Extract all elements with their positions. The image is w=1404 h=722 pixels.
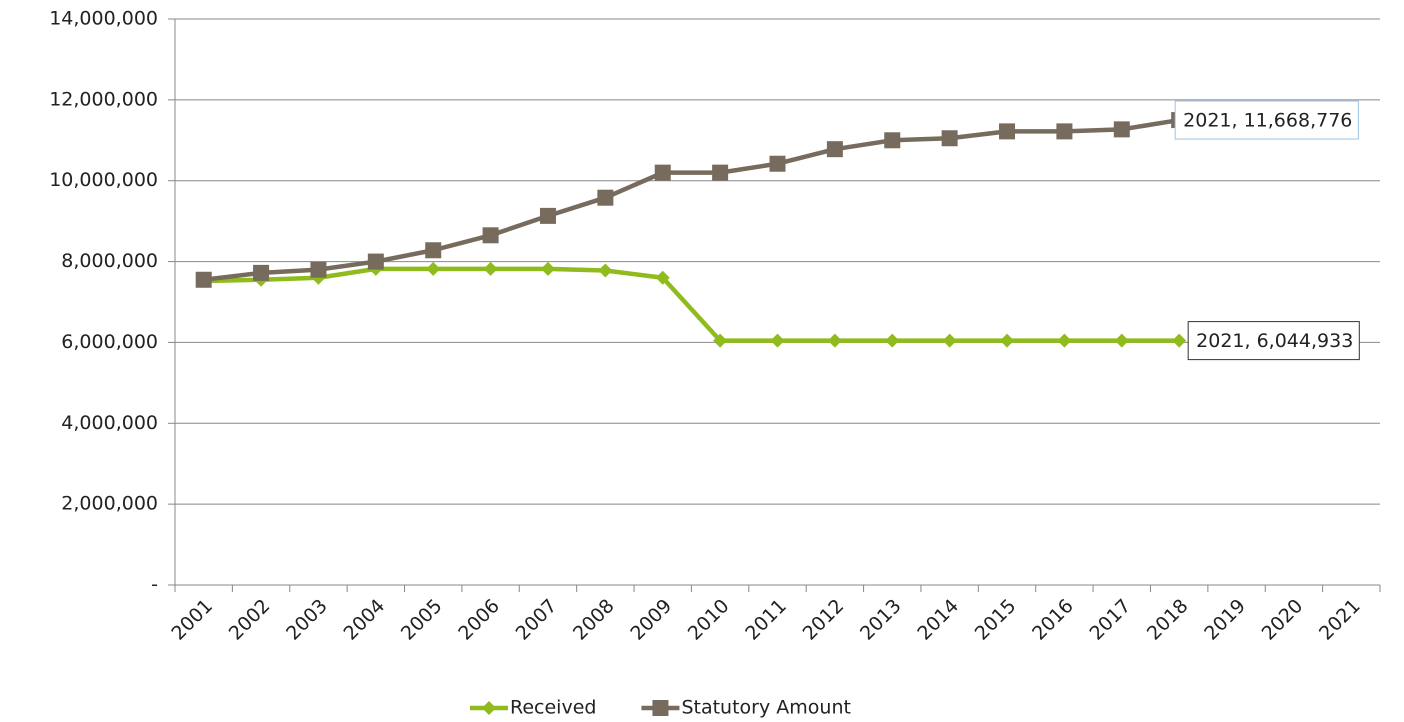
y-tick-label: 4,000,000 bbox=[61, 412, 158, 434]
marker bbox=[713, 333, 728, 348]
marker bbox=[770, 333, 785, 348]
x-tick-label: 2017 bbox=[1085, 595, 1135, 645]
marker bbox=[999, 123, 1016, 140]
marker bbox=[482, 227, 499, 244]
marker bbox=[483, 261, 498, 276]
y-tick-label: 14,000,000 bbox=[49, 8, 158, 30]
marker bbox=[1114, 333, 1129, 348]
legend: Received Statutory Amount bbox=[470, 697, 851, 719]
marker bbox=[1113, 121, 1130, 138]
series-line bbox=[203, 117, 1180, 282]
y-tick-label: - bbox=[151, 574, 158, 596]
marker bbox=[1057, 333, 1072, 348]
marker bbox=[310, 261, 327, 278]
marker bbox=[1056, 123, 1073, 140]
y-tick-label: 8,000,000 bbox=[61, 250, 158, 272]
x-tick-label: 2004 bbox=[340, 595, 390, 645]
marker bbox=[712, 164, 729, 181]
y-tick-label: 6,000,000 bbox=[61, 331, 158, 353]
series-line bbox=[203, 266, 1180, 343]
end-label: 2021, 11,668,776 bbox=[1174, 100, 1359, 140]
marker bbox=[425, 242, 442, 259]
marker bbox=[597, 189, 614, 206]
end-label-box bbox=[1187, 321, 1360, 361]
x-tick-label: 2001 bbox=[167, 595, 217, 645]
end-label: 2021, 6,044,933 bbox=[1187, 321, 1360, 361]
x-tick-label: 2012 bbox=[799, 595, 849, 645]
x-tick-label: 2010 bbox=[684, 595, 734, 645]
end-label-text: 2021, 11,668,776 bbox=[1183, 110, 1352, 132]
y-tick-label: 2,000,000 bbox=[61, 493, 158, 515]
marker bbox=[1000, 333, 1015, 348]
marker bbox=[540, 261, 555, 276]
x-tick-label: 2003 bbox=[282, 595, 332, 645]
legend-label: Statutory Amount bbox=[681, 697, 850, 719]
marker bbox=[652, 700, 669, 716]
marker bbox=[539, 207, 556, 224]
x-tick-label: 2005 bbox=[397, 595, 447, 645]
marker bbox=[885, 333, 900, 348]
marker bbox=[884, 132, 901, 149]
marker bbox=[367, 253, 384, 270]
x-tick-label: 2018 bbox=[1143, 595, 1193, 645]
x-tick-label: 2015 bbox=[971, 595, 1021, 645]
marker bbox=[482, 701, 496, 715]
legend-label: Received bbox=[510, 697, 596, 719]
x-tick-label: 2021 bbox=[1315, 595, 1365, 645]
x-tick-label: 2011 bbox=[741, 595, 791, 645]
marker bbox=[655, 270, 670, 285]
marker bbox=[942, 333, 957, 348]
y-tick-label: 12,000,000 bbox=[49, 88, 158, 110]
marker bbox=[598, 263, 613, 278]
x-tick-label: 2013 bbox=[856, 595, 906, 645]
marker bbox=[826, 141, 843, 158]
x-tick-label: 2016 bbox=[1028, 595, 1078, 645]
x-tick-label: 2006 bbox=[454, 595, 504, 645]
marker bbox=[827, 333, 842, 348]
marker bbox=[426, 261, 441, 276]
x-tick-label: 2014 bbox=[913, 595, 963, 645]
x-tick-label: 2019 bbox=[1200, 595, 1250, 645]
x-tick-label: 2009 bbox=[626, 595, 676, 645]
marker bbox=[769, 155, 786, 172]
marker bbox=[654, 164, 671, 181]
marker bbox=[195, 271, 212, 288]
x-tick-label: 2008 bbox=[569, 595, 619, 645]
x-tick-label: 2002 bbox=[225, 595, 275, 645]
marker bbox=[253, 264, 270, 281]
x-tick-label: 2007 bbox=[512, 595, 562, 645]
marker bbox=[941, 130, 958, 147]
y-tick-label: 10,000,000 bbox=[49, 169, 158, 191]
end-label-text: 2021, 6,044,933 bbox=[1196, 330, 1353, 352]
end-label-box bbox=[1174, 100, 1359, 140]
x-tick-label: 2020 bbox=[1258, 595, 1308, 645]
marker bbox=[1172, 333, 1187, 348]
